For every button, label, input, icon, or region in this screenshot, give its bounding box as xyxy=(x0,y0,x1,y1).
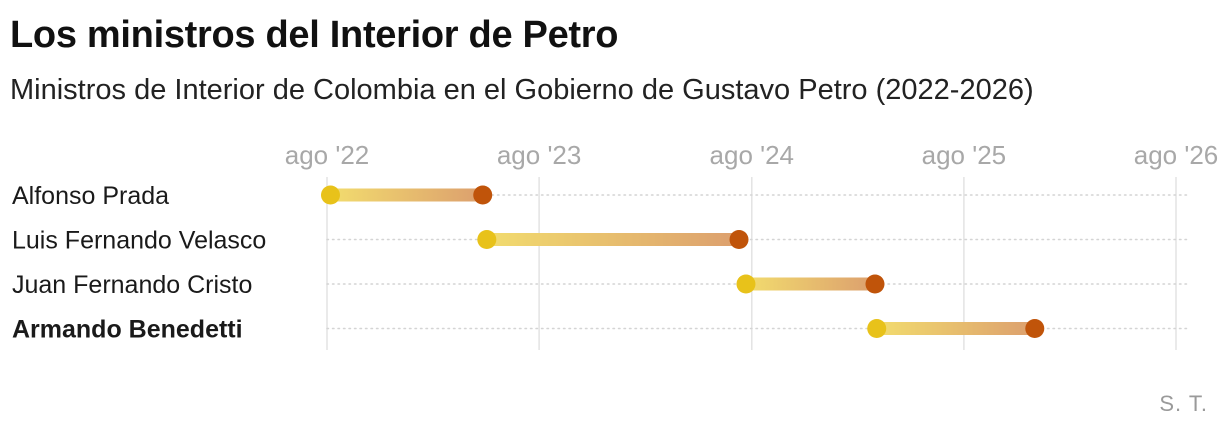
x-axis-ticks: ago '22 ago '23 ago '24 ago '25 ago '26 xyxy=(285,140,1219,170)
timeline-row: Juan Fernando Cristo xyxy=(12,271,1189,299)
x-tick-label: ago '23 xyxy=(497,140,582,170)
row-label: Juan Fernando Cristo xyxy=(12,271,252,299)
start-dot xyxy=(477,230,497,249)
x-tick-label: ago '22 xyxy=(285,140,370,170)
x-tick-label: ago '26 xyxy=(1134,140,1219,170)
x-tick-label: ago '24 xyxy=(710,140,795,170)
row-label: Alfonso Prada xyxy=(12,182,169,210)
chart-title: Los ministros del Interior de Petro xyxy=(10,14,619,56)
row-label: Luis Fernando Velasco xyxy=(12,227,266,255)
row-label: Armando Benedetti xyxy=(12,316,243,344)
range-bar xyxy=(876,322,1035,335)
end-dot xyxy=(1025,319,1045,338)
x-tick-label: ago '25 xyxy=(922,140,1007,170)
end-dot xyxy=(865,274,885,294)
range-bar xyxy=(486,233,740,246)
timeline-row: Armando Benedetti xyxy=(12,316,1189,344)
rows-layer: Alfonso Prada Luis Fernando Velasco Juan F… xyxy=(12,182,1189,344)
range-bar xyxy=(330,188,483,202)
timeline-row: Luis Fernando Velasco xyxy=(12,227,1189,255)
credit-initials: S. T. xyxy=(1159,391,1208,416)
chart-subtitle: Ministros de Interior de Colombia en el … xyxy=(10,74,1034,106)
start-dot xyxy=(320,185,340,205)
start-dot xyxy=(867,319,887,338)
end-dot xyxy=(729,230,749,249)
end-dot xyxy=(473,185,493,205)
range-bar xyxy=(745,277,875,291)
start-dot xyxy=(736,274,756,294)
grid-layer xyxy=(326,177,1177,350)
timeline-row: Alfonso Prada xyxy=(12,182,1189,210)
